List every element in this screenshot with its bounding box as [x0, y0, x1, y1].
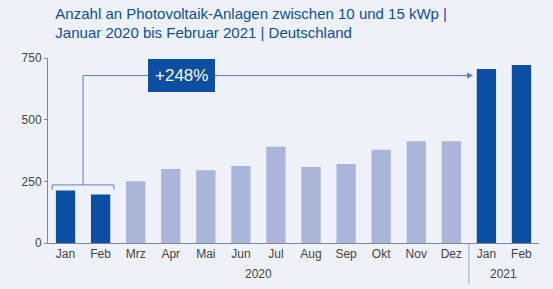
svg-text:750: 750: [22, 51, 42, 65]
svg-text:Jul: Jul: [268, 247, 283, 261]
svg-text:0: 0: [35, 236, 42, 250]
svg-text:Anzahl an Photovoltaik-Anlagen: Anzahl an Photovoltaik-Anlagen zwischen …: [55, 5, 447, 42]
svg-text:Jun: Jun: [231, 247, 250, 261]
svg-text:Apr: Apr: [161, 247, 180, 261]
svg-text:Mai: Mai: [196, 247, 215, 261]
svg-text:Aug: Aug: [300, 247, 321, 261]
svg-text:Jan: Jan: [477, 247, 496, 261]
svg-text:500: 500: [22, 113, 42, 127]
svg-text:Feb: Feb: [511, 247, 532, 261]
svg-text:+248%: +248%: [155, 66, 208, 85]
svg-text:2021: 2021: [490, 267, 517, 281]
svg-text:Nov: Nov: [406, 247, 427, 261]
svg-text:250: 250: [22, 175, 42, 189]
svg-text:Jan: Jan: [56, 247, 75, 261]
svg-text:Feb: Feb: [90, 247, 111, 261]
svg-text:Okt: Okt: [372, 247, 391, 261]
svg-text:Mrz: Mrz: [126, 247, 146, 261]
svg-text:2020: 2020: [245, 267, 272, 281]
svg-text:Dez: Dez: [441, 247, 462, 261]
svg-text:Sep: Sep: [335, 247, 357, 261]
